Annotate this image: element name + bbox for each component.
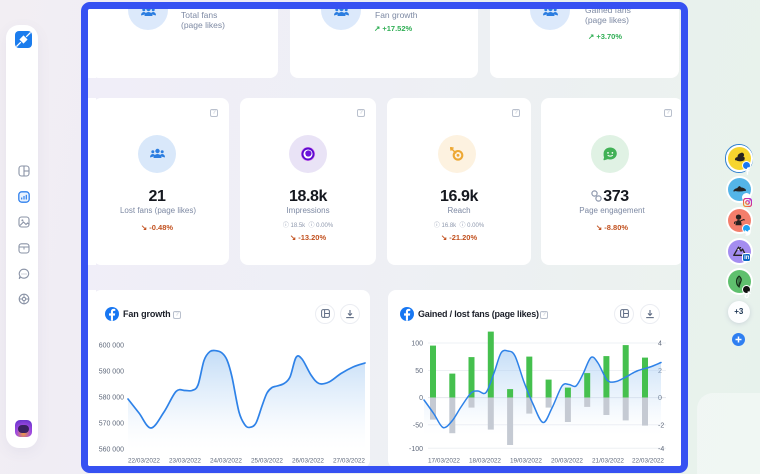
svg-text:600 000: 600 000 (99, 342, 124, 349)
svg-text:22/03/2022: 22/03/2022 (128, 457, 160, 464)
svg-text:27/03/2022: 27/03/2022 (333, 457, 365, 464)
svg-text:24/03/2022: 24/03/2022 (210, 457, 242, 464)
svg-text:50: 50 (415, 368, 423, 375)
svg-text:19/03/2022: 19/03/2022 (510, 457, 542, 464)
svg-text:17/03/2022: 17/03/2022 (428, 457, 460, 464)
svg-text:21/03/2022: 21/03/2022 (592, 457, 624, 464)
svg-text:-100: -100 (409, 445, 423, 452)
svg-text:-4: -4 (658, 445, 664, 452)
svg-text:0: 0 (419, 395, 423, 402)
svg-text:-2: -2 (658, 422, 664, 429)
svg-text:4: 4 (658, 340, 662, 347)
svg-text:22/03/2022: 22/03/2022 (632, 457, 664, 464)
svg-text:560 000: 560 000 (99, 446, 124, 453)
svg-text:20/03/2022: 20/03/2022 (551, 457, 583, 464)
svg-text:100: 100 (411, 340, 423, 347)
svg-text:25/03/2022: 25/03/2022 (251, 457, 283, 464)
svg-text:590 000: 590 000 (99, 368, 124, 375)
svg-text:570 000: 570 000 (99, 420, 124, 427)
svg-text:23/03/2022: 23/03/2022 (169, 457, 201, 464)
svg-text:26/03/2022: 26/03/2022 (292, 457, 324, 464)
svg-text:18/03/2022: 18/03/2022 (469, 457, 501, 464)
svg-text:-50: -50 (413, 422, 423, 429)
svg-text:580 000: 580 000 (99, 394, 124, 401)
